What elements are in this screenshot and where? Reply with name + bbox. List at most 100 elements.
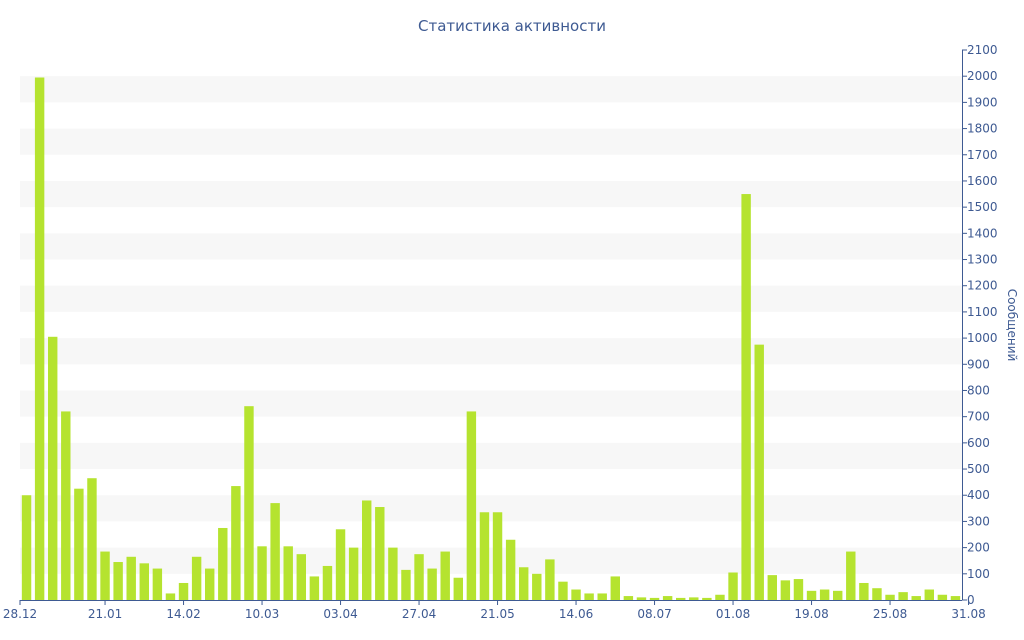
bar: [597, 593, 607, 600]
bar: [741, 194, 751, 601]
y-tick-label: 300: [967, 514, 990, 528]
x-tick-label: 28.12: [3, 607, 37, 621]
y-axis-label: Сообщений: [1005, 289, 1019, 362]
bar: [846, 551, 856, 600]
bar: [348, 547, 359, 600]
bar: [414, 554, 424, 600]
grid-band: [20, 338, 962, 365]
bar: [296, 554, 306, 600]
bar: [623, 596, 634, 600]
bar: [139, 563, 149, 600]
y-tick-label: 700: [967, 410, 990, 424]
bar: [113, 562, 123, 600]
bar: [833, 590, 843, 600]
bar: [662, 596, 673, 600]
bar: [519, 567, 529, 600]
bar: [191, 556, 202, 600]
bar: [859, 582, 869, 600]
bar: [466, 411, 477, 600]
bar: [950, 596, 961, 600]
bar: [702, 597, 712, 600]
bar: [440, 551, 450, 600]
y-tick-label: 600: [967, 436, 990, 450]
bar: [924, 589, 934, 600]
bar: [87, 478, 97, 600]
bar: [610, 576, 620, 600]
y-tick-label: 1500: [967, 200, 998, 214]
x-tick-label: 21.05: [480, 607, 514, 621]
grid-band: [20, 390, 962, 417]
y-tick-label: 1600: [967, 174, 998, 188]
x-tick-label: 08.07: [637, 607, 671, 621]
bar: [362, 500, 372, 600]
bar: [806, 590, 817, 600]
bar: [793, 579, 804, 600]
bar: [715, 594, 725, 600]
bar: [218, 527, 228, 600]
bar: [270, 503, 280, 600]
bar: [34, 77, 45, 600]
grid-bands: [20, 76, 962, 574]
y-ticks-group: 0 100 200 300 400 500 600 700 800 900 1000 1100 1200…: [962, 43, 998, 607]
bar: [427, 568, 437, 600]
bar: [231, 486, 241, 600]
bar: [492, 512, 503, 600]
x-tick-label: 10.03: [245, 607, 279, 621]
bar: [453, 577, 463, 600]
y-tick-label: 1700: [967, 148, 998, 162]
grid-band: [20, 180, 962, 208]
bar: [584, 593, 594, 600]
y-tick-label: 500: [967, 462, 990, 476]
bar: [126, 556, 136, 600]
bar: [388, 547, 398, 600]
bar: [898, 592, 908, 600]
y-tick-label: 1100: [967, 305, 998, 319]
bar: [244, 406, 254, 600]
bar: [780, 580, 791, 600]
y-tick-label: 400: [967, 488, 990, 502]
bar: [479, 512, 490, 600]
x-tick-label: 14.02: [166, 607, 200, 621]
grid-band: [20, 495, 962, 522]
grid-band: [20, 233, 962, 260]
y-tick-label: 1000: [967, 331, 998, 345]
bar: [571, 589, 581, 600]
bar: [937, 594, 948, 600]
grid-band: [20, 285, 962, 312]
x-tick-label: 21.01: [88, 607, 122, 621]
bar: [649, 597, 660, 600]
bar: [911, 596, 921, 600]
bar: [205, 568, 215, 600]
y-tick-label: 1400: [967, 226, 998, 240]
bar: [375, 507, 385, 600]
bar: [309, 576, 320, 600]
bar: [335, 529, 346, 600]
y-tick-label: 1300: [967, 253, 998, 267]
bar: [767, 575, 777, 600]
bar: [322, 565, 333, 600]
bar: [819, 589, 830, 600]
grid-band: [20, 128, 962, 155]
y-tick-label: 1900: [967, 95, 998, 109]
y-tick-label: 800: [967, 383, 990, 397]
y-tick-label: 100: [967, 567, 990, 581]
bar: [545, 559, 555, 600]
axes-group: [20, 50, 963, 601]
x-tick-label: 14.06: [559, 607, 593, 621]
x-tick-label: 19.08: [794, 607, 828, 621]
bar: [872, 588, 882, 600]
x-tick-label: 27.04: [402, 607, 436, 621]
grid-band: [20, 76, 962, 103]
bar: [178, 582, 189, 600]
grid-band: [20, 547, 962, 574]
y-tick-label: 900: [967, 357, 990, 371]
bar: [257, 546, 267, 600]
x-tick-label: 01.08: [716, 607, 750, 621]
y-tick-label: 0: [967, 593, 975, 607]
bar: [689, 597, 699, 600]
chart-title: Статистика активности: [418, 17, 606, 35]
y-tick-label: 1800: [967, 122, 998, 136]
bar: [754, 344, 764, 600]
